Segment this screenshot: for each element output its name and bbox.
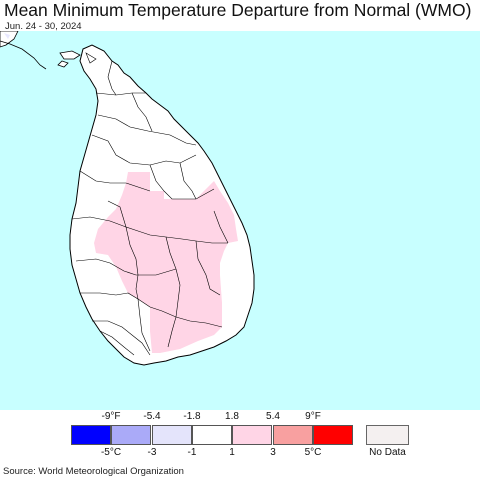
- legend-f-tick: -9°F: [101, 411, 121, 422]
- legend-f-tick: -1.8: [183, 411, 201, 422]
- no-data-swatch: [366, 425, 409, 445]
- district-boundaries: [71, 60, 229, 356]
- map-title: Mean Minimum Temperature Departure from …: [4, 0, 472, 20]
- lagoon-outline: [85, 52, 97, 64]
- source-credit: Source: World Meteorological Organizatio…: [3, 466, 184, 477]
- legend-c-tick: -5°C: [100, 447, 122, 458]
- legend-swatch: [71, 425, 111, 445]
- legend-swatch: [313, 425, 353, 445]
- legend-c-tick: 1: [229, 447, 235, 458]
- no-data-label: No Data: [369, 447, 406, 458]
- legend-c-tick: 3: [270, 447, 276, 458]
- date-range: Jun. 24 - 30, 2024: [5, 21, 82, 32]
- legend-swatch: [111, 425, 151, 445]
- india-coast: [0, 31, 19, 48]
- jaffna-island: [59, 50, 81, 60]
- legend-c-tick: 5°C: [304, 447, 322, 458]
- jaffna-islet: [57, 60, 69, 68]
- legend-swatch: [152, 425, 192, 445]
- legend-f-tick: -5.4: [143, 411, 161, 422]
- adams-bridge-shoal: [0, 40, 47, 70]
- legend-f-tick: 5.4: [266, 411, 280, 422]
- legend-c-tick: -1: [187, 447, 197, 458]
- legend-f-tick: 9°F: [305, 411, 321, 422]
- legend-swatch: [273, 425, 313, 445]
- map-canvas: [0, 31, 255, 366]
- map-panel: [0, 31, 480, 410]
- india-cold-patch: [4, 33, 10, 39]
- color-legend: -9°F -5.4 -1.8 1.8 5.4 9°F -5°C -3 -1 1 …: [0, 410, 480, 465]
- legend-swatch: [232, 425, 272, 445]
- legend-c-tick: -3: [147, 447, 157, 458]
- legend-swatch: [192, 425, 232, 445]
- warm-anomaly-region: [94, 172, 238, 353]
- legend-f-tick: 1.8: [225, 411, 239, 422]
